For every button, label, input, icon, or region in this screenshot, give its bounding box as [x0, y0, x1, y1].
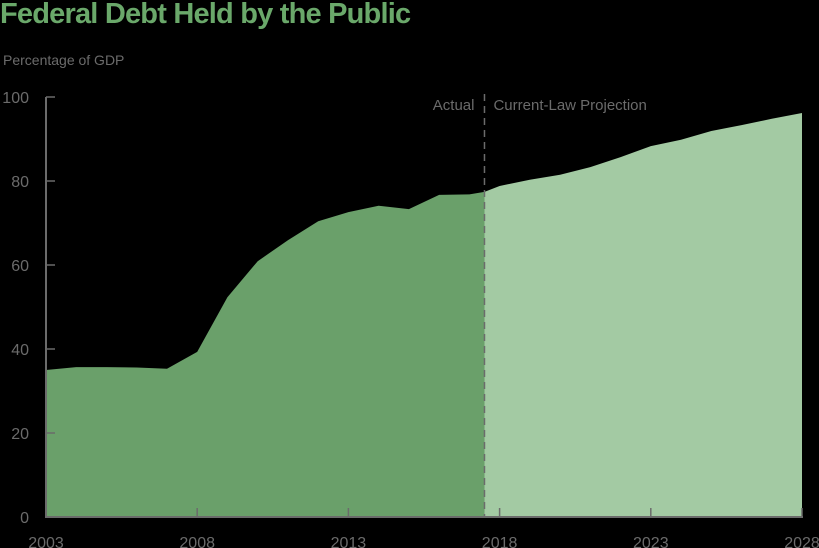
- y-axis-label: Percentage of GDP: [3, 52, 125, 68]
- x-tick-label: 2018: [482, 535, 518, 548]
- x-axis-ticks: 2003 2008 2013 2018 2023 2028: [28, 508, 819, 548]
- x-tick-label: 2008: [179, 535, 215, 548]
- y-tick-label: 100: [2, 90, 29, 107]
- projection-annotation: Current-Law Projection: [493, 97, 646, 114]
- y-tick-label: 80: [11, 174, 29, 191]
- y-tick-label: 0: [20, 510, 29, 527]
- y-tick-label: 60: [11, 258, 29, 275]
- x-tick-label: 2013: [331, 535, 367, 548]
- x-tick-label: 2023: [633, 535, 669, 548]
- actual-annotation: Actual: [433, 97, 475, 114]
- actual-area: [46, 191, 485, 517]
- chart-title: Federal Debt Held by the Public: [0, 0, 411, 30]
- x-tick-label: 2028: [784, 535, 819, 548]
- y-axis-ticks: 0 20 40 60 80 100: [2, 90, 55, 527]
- plot-areas: [46, 113, 802, 517]
- x-tick-label: 2003: [28, 535, 64, 548]
- y-tick-label: 40: [11, 342, 29, 359]
- projection-area: [484, 113, 802, 517]
- y-tick-label: 20: [11, 426, 29, 443]
